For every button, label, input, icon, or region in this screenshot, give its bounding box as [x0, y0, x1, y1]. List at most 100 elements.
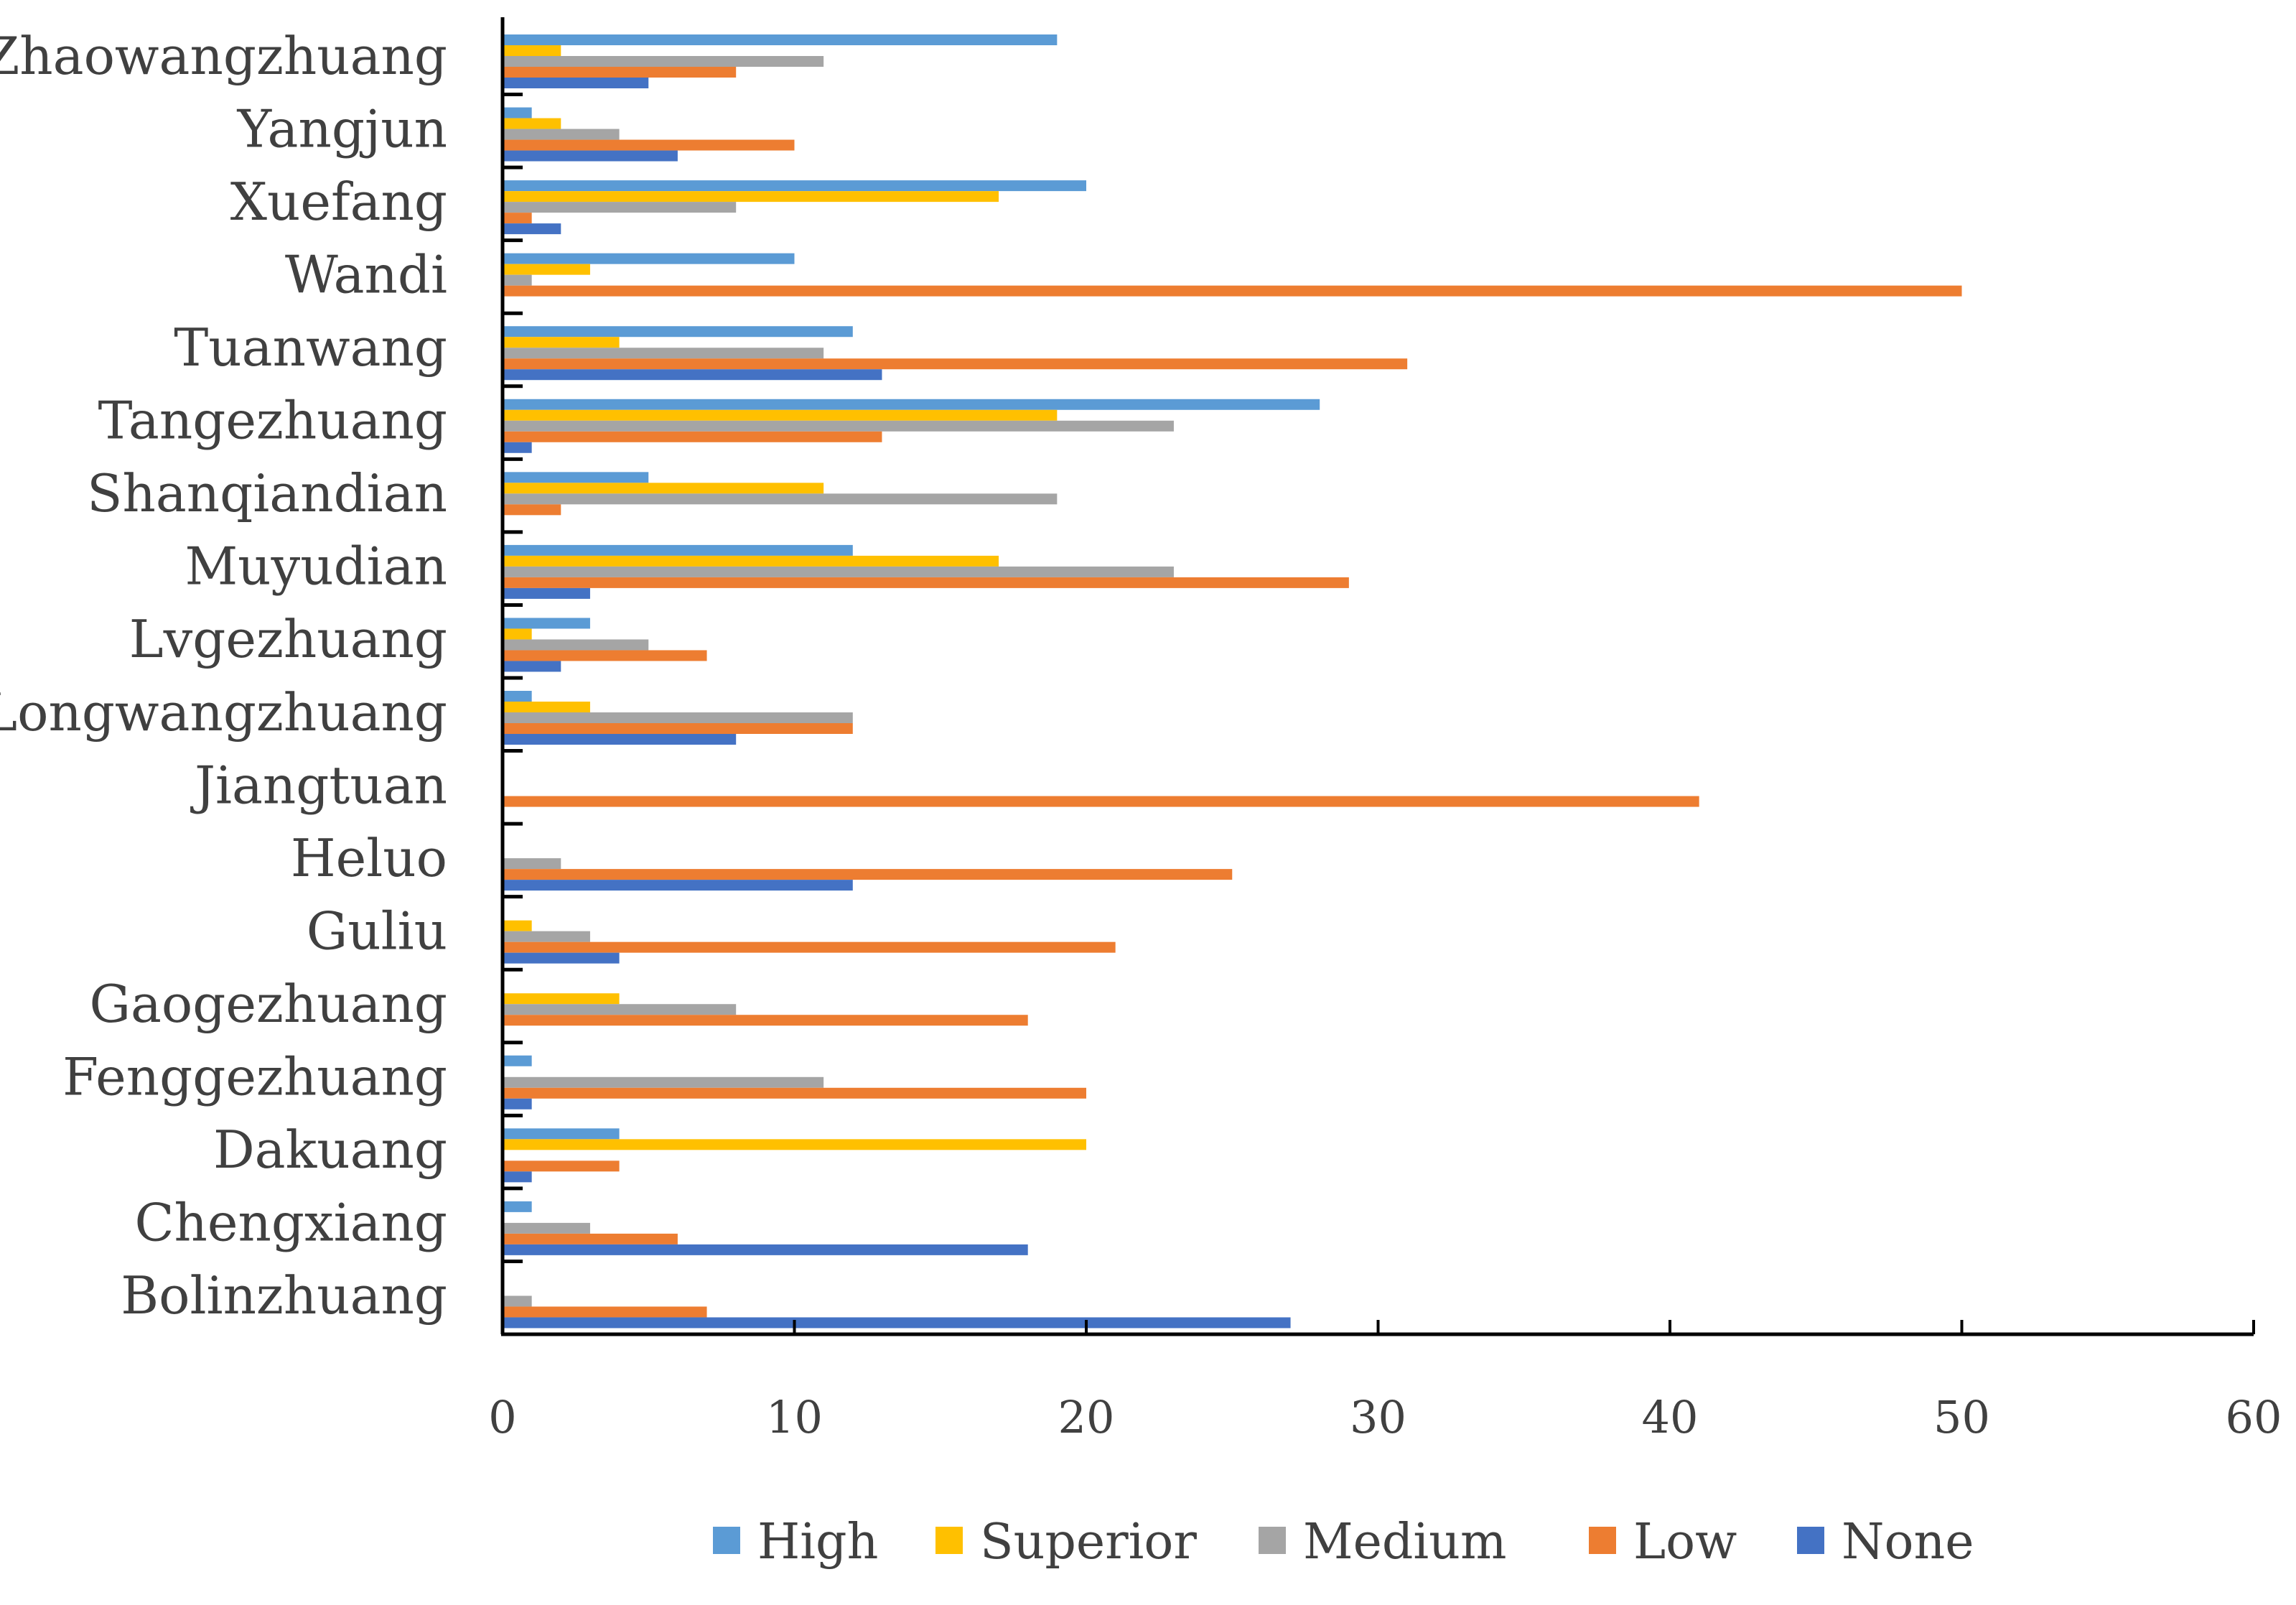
bar-xuefang-high [503, 180, 1086, 192]
bar-wandi-low [503, 285, 1962, 297]
bar-shanqiandian-high [503, 472, 649, 483]
bar-muyudian-low [503, 577, 1349, 588]
labels-group: 0 10 20 30 40 50 60 Zhaowangzhuang Yangjun Xuefan… [0, 26, 2282, 1443]
y-tick-label-wandi: Wandi [285, 244, 447, 304]
bar-yangjun-low [503, 139, 795, 151]
y-tick-label-dakuang: Dakuang [213, 1120, 447, 1180]
x-tick-label: 0 [488, 1391, 516, 1443]
bar-dakuang-high [503, 1128, 620, 1140]
bar-jiangtuan-low [503, 796, 1699, 807]
bar-wandi-superior [503, 264, 590, 275]
bar-xuefang-superior [503, 191, 999, 203]
bar-tangezhuang-low [503, 431, 882, 442]
legend-label-low: Low [1633, 1514, 1737, 1571]
bar-tuanwang-high [503, 326, 853, 338]
bar-chengxiang-high [503, 1201, 532, 1212]
y-tick-label-fenggezhuang: Fenggezhuang [62, 1047, 447, 1107]
bar-wandi-high [503, 253, 795, 264]
bar-yangjun-superior [503, 118, 561, 129]
bar-xuefang-low [503, 213, 532, 224]
y-tick-label-yangjun: Yangjun [237, 98, 447, 159]
legend-swatch-low [1589, 1527, 1616, 1554]
bar-fenggezhuang-low [503, 1087, 1086, 1099]
bar-dakuang-none [503, 1171, 532, 1183]
bar-longwangzhuang-superior [503, 702, 590, 712]
y-tick-label-zhaowangzhuang: Zhaowangzhuang [0, 26, 447, 86]
bar-wandi-medium [503, 274, 532, 286]
bar-tuanwang-superior [503, 337, 620, 348]
bar-heluo-medium [503, 858, 561, 870]
legend-swatch-superior [935, 1527, 963, 1554]
bar-muyudian-superior [503, 555, 999, 567]
bar-dakuang-low [503, 1160, 620, 1172]
y-tick-label-shanqiandian: Shanqiandian [87, 463, 447, 524]
bar-lvgezhuang-low [503, 650, 707, 661]
legend-label-superior: Superior [980, 1514, 1197, 1571]
x-tick-label: 10 [766, 1391, 823, 1443]
bar-tuanwang-none [503, 369, 882, 381]
bars-group [503, 34, 1962, 1329]
legend-label-none: None [1842, 1514, 1974, 1571]
y-tick-label-tangezhuang: Tangezhuang [98, 391, 448, 451]
bar-muyudian-high [503, 544, 853, 556]
bar-tangezhuang-high [503, 399, 1320, 410]
bar-longwangzhuang-none [503, 734, 737, 745]
axes-group [500, 17, 2255, 1336]
bar-gaogezhuang-superior [503, 993, 620, 1005]
bar-chengxiang-low [503, 1233, 678, 1245]
x-tick-label: 50 [1933, 1391, 1990, 1443]
x-tick-label: 30 [1350, 1391, 1406, 1443]
bar-bolinzhuang-medium [503, 1295, 532, 1307]
y-tick-label-tuanwang: Tuanwang [174, 317, 447, 378]
y-tick-label-longwangzhuang: Longwangzhuang [0, 682, 447, 743]
bar-dakuang-superior [503, 1139, 1086, 1150]
bar-heluo-none [503, 880, 853, 891]
bar-guliu-none [503, 952, 620, 964]
y-tick-label-jiangtuan: Jiangtuan [190, 755, 447, 815]
bar-zhaowangzhuang-superior [503, 45, 561, 56]
legend-swatch-medium [1259, 1527, 1286, 1554]
bar-guliu-medium [503, 931, 590, 942]
bar-heluo-low [503, 869, 1233, 880]
bar-lvgezhuang-high [503, 618, 590, 629]
bar-shanqiandian-low [503, 504, 561, 516]
bar-longwangzhuang-high [503, 691, 532, 702]
y-tick-label-chengxiang: Chengxiang [134, 1193, 447, 1253]
bar-bolinzhuang-none [503, 1317, 1291, 1329]
bar-yangjun-medium [503, 129, 620, 140]
bar-zhaowangzhuang-low [503, 67, 737, 78]
bar-muyudian-medium [503, 566, 1174, 577]
legend-swatch-high [713, 1527, 740, 1554]
legend-label-high: High [757, 1514, 878, 1571]
y-tick-label-heluo: Heluo [291, 828, 447, 888]
bar-fenggezhuang-none [503, 1098, 532, 1109]
x-tick-label: 60 [2226, 1391, 2282, 1443]
bar-shanqiandian-medium [503, 493, 1058, 505]
bar-guliu-superior [503, 920, 532, 931]
x-tick-label: 20 [1058, 1391, 1115, 1443]
bar-zhaowangzhuang-high [503, 34, 1058, 45]
bar-zhaowangzhuang-none [503, 78, 649, 88]
bar-muyudian-none [503, 587, 590, 599]
bar-tuanwang-medium [503, 348, 824, 359]
y-tick-label-lvgezhuang: Lvgezhuang [129, 609, 447, 669]
bar-lvgezhuang-none [503, 661, 561, 672]
bar-bolinzhuang-low [503, 1306, 707, 1318]
bar-tangezhuang-medium [503, 420, 1174, 432]
bar-fenggezhuang-medium [503, 1076, 824, 1088]
y-tick-label-bolinzhuang: Bolinzhuang [121, 1265, 447, 1326]
x-tick-label: 40 [1642, 1391, 1699, 1443]
y-tick-label-gaogezhuang: Gaogezhuang [89, 974, 447, 1034]
bar-lvgezhuang-superior [503, 628, 532, 640]
bar-longwangzhuang-medium [503, 712, 853, 723]
bar-fenggezhuang-high [503, 1055, 532, 1066]
bar-yangjun-none [503, 150, 678, 162]
bar-longwangzhuang-low [503, 723, 853, 734]
bar-xuefang-medium [503, 202, 737, 213]
y-tick-label-guliu: Guliu [307, 901, 447, 961]
bar-tangezhuang-none [503, 442, 532, 453]
legend-label-medium: Medium [1303, 1514, 1506, 1571]
bar-tuanwang-low [503, 358, 1408, 370]
